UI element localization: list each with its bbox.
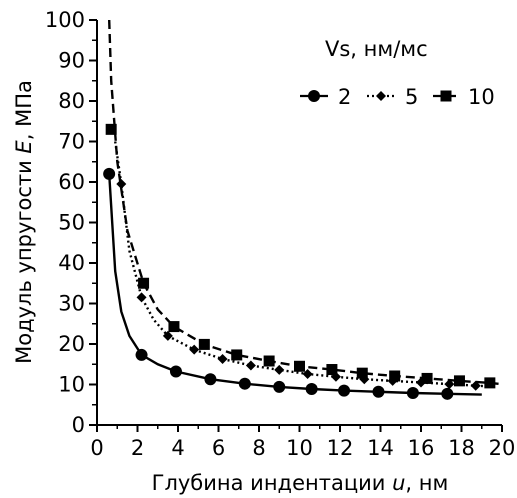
y-tick-label: 0 (72, 413, 85, 437)
y-tick-label: 30 (58, 292, 85, 316)
legend-item-10: 10 (433, 85, 495, 109)
series-2 (103, 167, 482, 400)
y-tick-label: 20 (58, 332, 85, 356)
data-point-10 (356, 367, 368, 379)
data-point-5 (302, 368, 313, 379)
data-point-2 (273, 380, 286, 393)
y-tick-label: 40 (58, 251, 85, 275)
series-line-10 (108, 19, 503, 386)
x-tick-label: 8 (252, 436, 265, 460)
data-point-5 (444, 379, 455, 390)
data-point-5 (189, 344, 200, 355)
legend-label-10: 10 (468, 85, 495, 109)
y-tick-label: 100 (45, 8, 85, 32)
data-point-2 (372, 385, 385, 398)
data-point-5 (162, 330, 173, 341)
x-tick-label: 12 (327, 436, 354, 460)
y-axis-label-prefix: Модуль упругости (12, 154, 36, 364)
data-point-5 (217, 353, 228, 364)
data-point-2 (406, 387, 419, 400)
x-tick-label: 0 (90, 436, 103, 460)
data-point-10 (263, 355, 275, 367)
x-axis-label-suffix: , нм (405, 471, 448, 495)
y-tick-label: 80 (58, 89, 85, 113)
data-point-10 (294, 360, 305, 372)
axes: 0 2 4 6 8 10 12 14 16 18 20 0 10 20 30 40 50 60 70 80 90 100 (45, 8, 515, 460)
x-axis-label: Глубина индентации u, нм (152, 471, 449, 495)
legend-item-5: 5 (367, 85, 418, 109)
data-point-10 (389, 370, 401, 382)
data-point-10 (326, 364, 338, 376)
x-tick-label: 10 (286, 436, 313, 460)
data-point-2 (204, 373, 217, 386)
data-point-10 (138, 277, 150, 289)
y-axis-label: Модуль упругости E, МПа (12, 80, 36, 364)
x-axis-label-prefix: Глубина индентации (152, 471, 392, 495)
data-point-10 (484, 377, 496, 389)
x-tick-label: 20 (489, 436, 516, 460)
x-tick-label: 16 (408, 436, 435, 460)
data-point-10 (231, 349, 243, 361)
legend-marker-5 (376, 91, 386, 101)
series-line-5 (114, 141, 492, 388)
x-axis-label-var: u (392, 471, 405, 495)
data-point-10 (453, 375, 465, 387)
y-tick-label: 70 (58, 130, 85, 154)
legend-marker-10 (440, 90, 452, 102)
y-tick-label: 90 (58, 49, 85, 73)
data-point-5 (245, 360, 256, 371)
data-point-10 (198, 338, 210, 350)
series-layer (103, 19, 503, 400)
x-tick-label: 18 (448, 436, 475, 460)
legend: Vs, нм/мс 2 5 10 (300, 37, 495, 109)
data-point-5 (274, 364, 285, 375)
y-tick-label: 10 (58, 373, 85, 397)
series-5 (114, 141, 492, 391)
legend-label-5: 5 (405, 85, 418, 109)
data-point-2 (135, 348, 148, 361)
legend-label-2: 2 (338, 85, 351, 109)
data-point-5 (116, 179, 127, 190)
y-tick-label: 50 (58, 211, 85, 235)
x-tick-label: 4 (171, 436, 184, 460)
data-point-2 (338, 384, 351, 397)
data-point-10 (105, 123, 117, 135)
legend-marker-2 (308, 90, 320, 102)
x-tick-label: 2 (131, 436, 144, 460)
series-10 (105, 19, 503, 389)
data-point-10 (421, 372, 433, 384)
x-tick-label: 6 (212, 436, 225, 460)
data-point-5 (136, 292, 147, 303)
data-point-2 (169, 365, 182, 378)
data-point-2 (441, 387, 454, 400)
data-point-2 (238, 377, 251, 390)
legend-title: Vs, нм/мс (325, 37, 428, 61)
series-line-2 (108, 173, 482, 396)
data-point-2 (305, 382, 318, 395)
legend-item-2: 2 (300, 85, 351, 109)
data-point-10 (168, 321, 180, 333)
y-axis-label-var: E (12, 140, 36, 154)
data-point-2 (103, 167, 116, 180)
y-tick-label: 60 (58, 170, 85, 194)
y-axis-label-suffix: , МПа (12, 80, 36, 140)
x-tick-label: 14 (367, 436, 394, 460)
